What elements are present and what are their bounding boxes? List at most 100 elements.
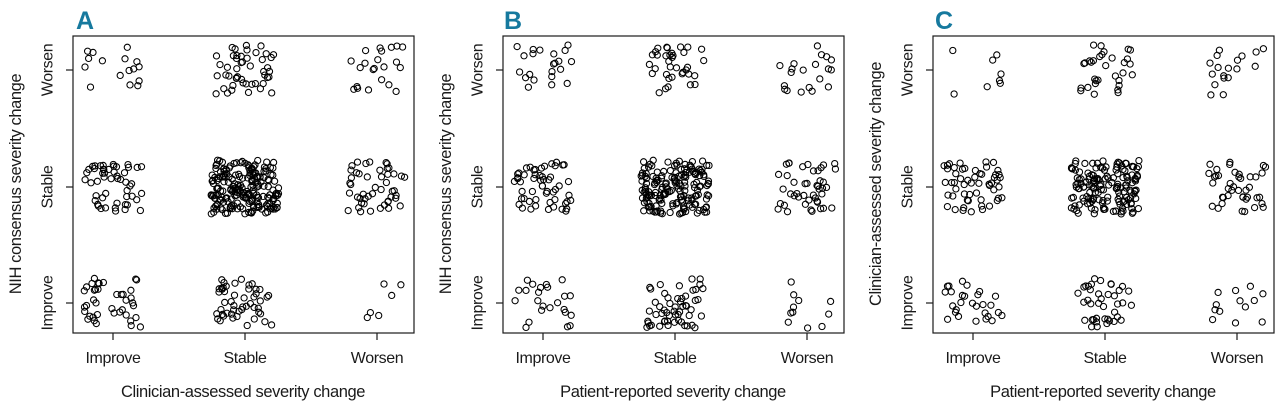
data-point [254, 202, 263, 211]
data-point [548, 160, 556, 168]
data-point [128, 192, 136, 200]
data-point [1096, 52, 1104, 61]
data-point [1258, 318, 1266, 326]
data-point [1100, 205, 1108, 214]
data-point [963, 281, 971, 289]
data-point [1117, 316, 1125, 324]
data-point [233, 73, 242, 81]
data-point [1119, 69, 1127, 77]
data-point [809, 167, 818, 175]
data-point [1069, 193, 1078, 202]
data-point [1104, 315, 1112, 323]
data-point [1093, 159, 1102, 167]
data-point [1246, 173, 1254, 181]
data-point [1084, 195, 1093, 203]
data-point [651, 48, 660, 56]
data-point [369, 65, 377, 74]
data-point [1233, 65, 1241, 73]
data-point [799, 66, 807, 74]
data-point [656, 280, 664, 289]
data-point [804, 160, 812, 169]
data-point [375, 311, 383, 320]
x-axis-title: Patient-reported severity change [560, 383, 786, 401]
data-point [366, 207, 375, 215]
scatter-points [80, 41, 409, 331]
data-point [546, 304, 554, 312]
data-point [513, 42, 521, 51]
data-point [243, 321, 251, 330]
data-point [1080, 59, 1088, 68]
data-point [675, 210, 684, 218]
data-point [87, 179, 95, 187]
data-point [703, 181, 711, 190]
data-point [787, 278, 795, 286]
data-point [950, 178, 959, 187]
data-point [670, 175, 678, 183]
data-point [1071, 159, 1079, 168]
data-point [565, 191, 573, 199]
data-point [1216, 307, 1224, 315]
data-point [1079, 194, 1087, 202]
data-point [789, 308, 797, 316]
data-point [137, 189, 146, 198]
data-point [960, 292, 969, 300]
x-tick-label-worsen: Worsen [781, 350, 833, 367]
data-point [789, 303, 798, 311]
data-point [250, 293, 258, 301]
data-point [673, 182, 681, 190]
data-point [696, 275, 704, 283]
data-point [1210, 173, 1219, 181]
data-point [518, 187, 526, 196]
data-point [1103, 197, 1111, 205]
data-point [377, 185, 385, 194]
data-point [1091, 75, 1099, 83]
data-point [548, 67, 556, 76]
data-point [563, 79, 571, 88]
data-point [994, 194, 1003, 202]
data-point [662, 179, 670, 187]
data-point [515, 286, 523, 294]
data-point [779, 185, 787, 193]
data-point [801, 180, 809, 188]
data-point [800, 191, 808, 200]
data-point [239, 79, 247, 87]
data-point [553, 299, 562, 307]
data-point [651, 188, 660, 197]
data-point [959, 206, 967, 215]
data-point [392, 58, 401, 66]
data-point [1075, 201, 1083, 209]
data-point [774, 170, 783, 179]
data-point [790, 60, 798, 68]
data-point [983, 83, 991, 91]
data-point [548, 72, 556, 81]
data-point [239, 205, 247, 213]
data-point [269, 158, 278, 167]
data-point [266, 200, 274, 208]
data-point [1120, 197, 1129, 205]
data-point [123, 192, 131, 201]
data-point [90, 286, 99, 294]
data-point [684, 43, 692, 51]
data-point [642, 194, 651, 202]
data-point [102, 189, 110, 198]
data-point [958, 277, 967, 285]
data-point [89, 48, 97, 57]
data-point [522, 286, 530, 295]
data-point [248, 176, 256, 184]
data-point [123, 201, 131, 209]
data-point [783, 208, 792, 216]
data-point [213, 72, 221, 80]
data-point [1258, 199, 1266, 208]
data-point [952, 170, 960, 178]
data-point [1206, 160, 1214, 168]
data-point [1126, 60, 1134, 68]
data-point [960, 180, 968, 189]
data-point [1115, 286, 1123, 295]
data-point [702, 203, 711, 211]
data-point [692, 285, 700, 294]
data-point [229, 306, 238, 314]
data-point [534, 288, 543, 296]
data-point [943, 315, 952, 323]
data-point [1115, 76, 1123, 85]
data-point [377, 76, 386, 84]
